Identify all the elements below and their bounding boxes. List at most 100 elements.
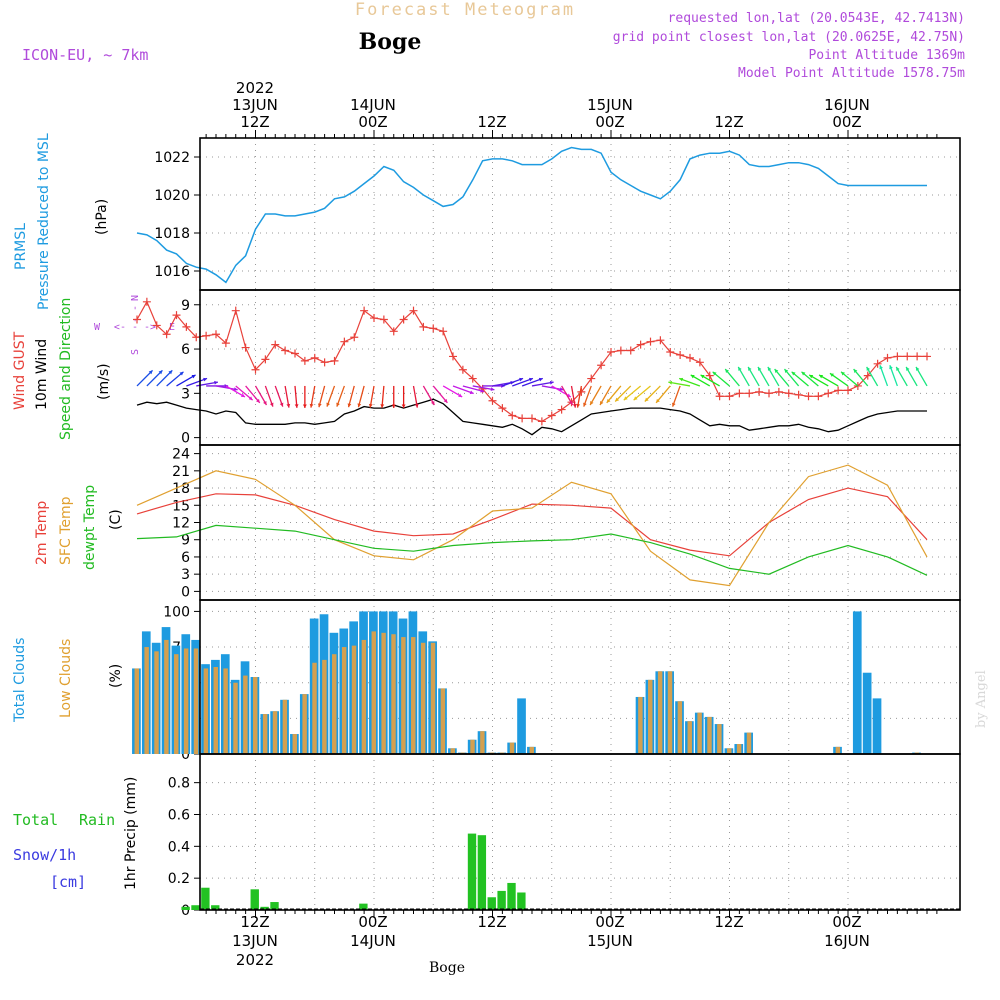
- wind-arrow: [336, 385, 345, 407]
- wind-arrow-head: [671, 402, 676, 407]
- wind-arrow: [808, 374, 829, 387]
- bottom-hour-label: 00Z: [595, 913, 624, 931]
- gust-marker: [794, 390, 803, 399]
- gust-marker: [468, 374, 477, 383]
- wind-arrow-head: [590, 401, 594, 406]
- wind-arrow: [589, 385, 602, 406]
- wind-arrow: [235, 385, 254, 401]
- wind-arrow-head: [889, 365, 893, 370]
- y-tick-label: 1016: [154, 264, 190, 280]
- gust-marker: [241, 343, 250, 352]
- bottom-year-label: 2022: [236, 951, 274, 969]
- wind-arrow: [412, 385, 418, 408]
- gust-marker: [676, 350, 685, 359]
- low-cloud-bar: [420, 642, 426, 754]
- total-rain-label: Total: [13, 811, 58, 829]
- gust-marker: [547, 411, 556, 420]
- bottom-day-label: 13JUN: [232, 932, 278, 950]
- wind-arrow: [633, 385, 651, 401]
- gust-marker: [281, 346, 290, 355]
- low-cloud-bar: [174, 654, 179, 754]
- wind-arrow-head: [559, 387, 564, 392]
- gust-marker: [923, 352, 931, 361]
- temp-unit-label: (C): [108, 509, 124, 530]
- gust-marker: [844, 386, 852, 395]
- low-cloud-bar: [351, 645, 357, 754]
- wind-arrow: [783, 368, 800, 387]
- temp-2m-line: [136, 487, 928, 557]
- y-tick-label: 0.6: [168, 807, 190, 823]
- bottom-day-label: 14JUN: [350, 932, 396, 950]
- gust-marker: [389, 327, 398, 336]
- wind-arrow-head: [203, 377, 208, 382]
- gust-marker: [784, 389, 793, 398]
- wind-arrow: [146, 369, 163, 387]
- y-tick-label: 0: [181, 584, 190, 600]
- bottom-hour-label: 00Z: [358, 913, 387, 931]
- wind-arrow-head: [767, 366, 772, 371]
- wind-arrow-head: [774, 369, 779, 374]
- low-cloud-bar: [381, 632, 386, 754]
- low-cloud-bar: [470, 739, 475, 754]
- wind-arrow: [264, 385, 274, 407]
- cloud-panel-labels: Total Clouds Low Clouds (%): [12, 638, 124, 723]
- total-cloud-bar: [872, 698, 882, 754]
- bottom-hour-label: 12Z: [714, 913, 743, 931]
- snow-label: Snow/1h: [13, 846, 76, 864]
- top-year-label: 2022: [236, 79, 274, 97]
- low-cloud-bar: [253, 677, 258, 754]
- rain-label: Rain: [79, 811, 115, 829]
- wind-arrow: [422, 385, 435, 406]
- wind-arrow-head: [690, 374, 695, 379]
- gust-marker: [419, 322, 428, 331]
- gust-marker: [488, 396, 497, 405]
- wind-arrow-head: [317, 403, 322, 408]
- temp-dewpt-line: [136, 524, 928, 576]
- low-cloud-bar: [638, 696, 643, 754]
- low-cloud-bar: [183, 648, 189, 754]
- low-cloud-bar: [302, 694, 307, 754]
- wind-arrow: [737, 366, 750, 387]
- low-cloud-bar: [707, 716, 712, 754]
- pressure-panel-labels: PRMSL Pressure Reduced to MSL (hPa): [13, 133, 110, 310]
- low-cloud-bar: [440, 688, 446, 754]
- wind-arrow-head: [168, 370, 173, 375]
- total-cloud-bar: [852, 611, 862, 754]
- y-tick-label: 15: [172, 498, 190, 514]
- point-altitude: Point Altitude 1369m: [808, 48, 965, 63]
- wind-arrow-head: [256, 398, 260, 403]
- low-cloud-bar: [450, 748, 455, 754]
- low-clouds-label: Low Clouds: [58, 639, 74, 718]
- wind-arrow-head: [214, 380, 218, 385]
- y-tick-label: 6: [181, 550, 190, 566]
- wind-arrow: [791, 371, 809, 387]
- gust-marker: [607, 348, 615, 356]
- gust-marker: [557, 405, 566, 414]
- rain-bar: [211, 905, 220, 910]
- wind-arrow-head: [896, 366, 900, 371]
- gust-marker: [725, 392, 734, 401]
- top-day-label: 16JUN: [824, 96, 870, 114]
- low-cloud-bar: [529, 746, 534, 754]
- wind-arrow-head: [294, 404, 299, 408]
- temp-dewpt-label: dewpt Temp: [82, 485, 98, 570]
- wind-panel-labels: Wind GUST 10m Wind Speed and Direction (…: [12, 298, 112, 440]
- precip-panel-labels: Total Rain Snow/1h [cm] 1hr Precip (mm): [13, 777, 139, 891]
- wind-gust-label: Wind GUST: [12, 331, 28, 410]
- wind-arrow-head: [380, 404, 385, 408]
- top-day-label: 13JUN: [232, 96, 278, 114]
- wind-arrow: [254, 385, 268, 406]
- wind-arrow-head: [748, 366, 752, 371]
- gust-marker: [705, 371, 714, 380]
- gust-marker: [370, 314, 378, 323]
- wind-arrow-head: [644, 397, 649, 402]
- wind-arrow: [905, 366, 918, 387]
- wind-arrow: [166, 371, 184, 387]
- pressure-unit-label: (hPa): [94, 199, 110, 235]
- wind-arrow-head: [391, 404, 396, 408]
- panel-frame-pressure: [199, 137, 961, 291]
- wind-arrow: [502, 377, 524, 387]
- wind-arrow-head: [179, 371, 184, 376]
- gust-marker: [508, 411, 517, 420]
- wind-arrow-head: [248, 396, 253, 401]
